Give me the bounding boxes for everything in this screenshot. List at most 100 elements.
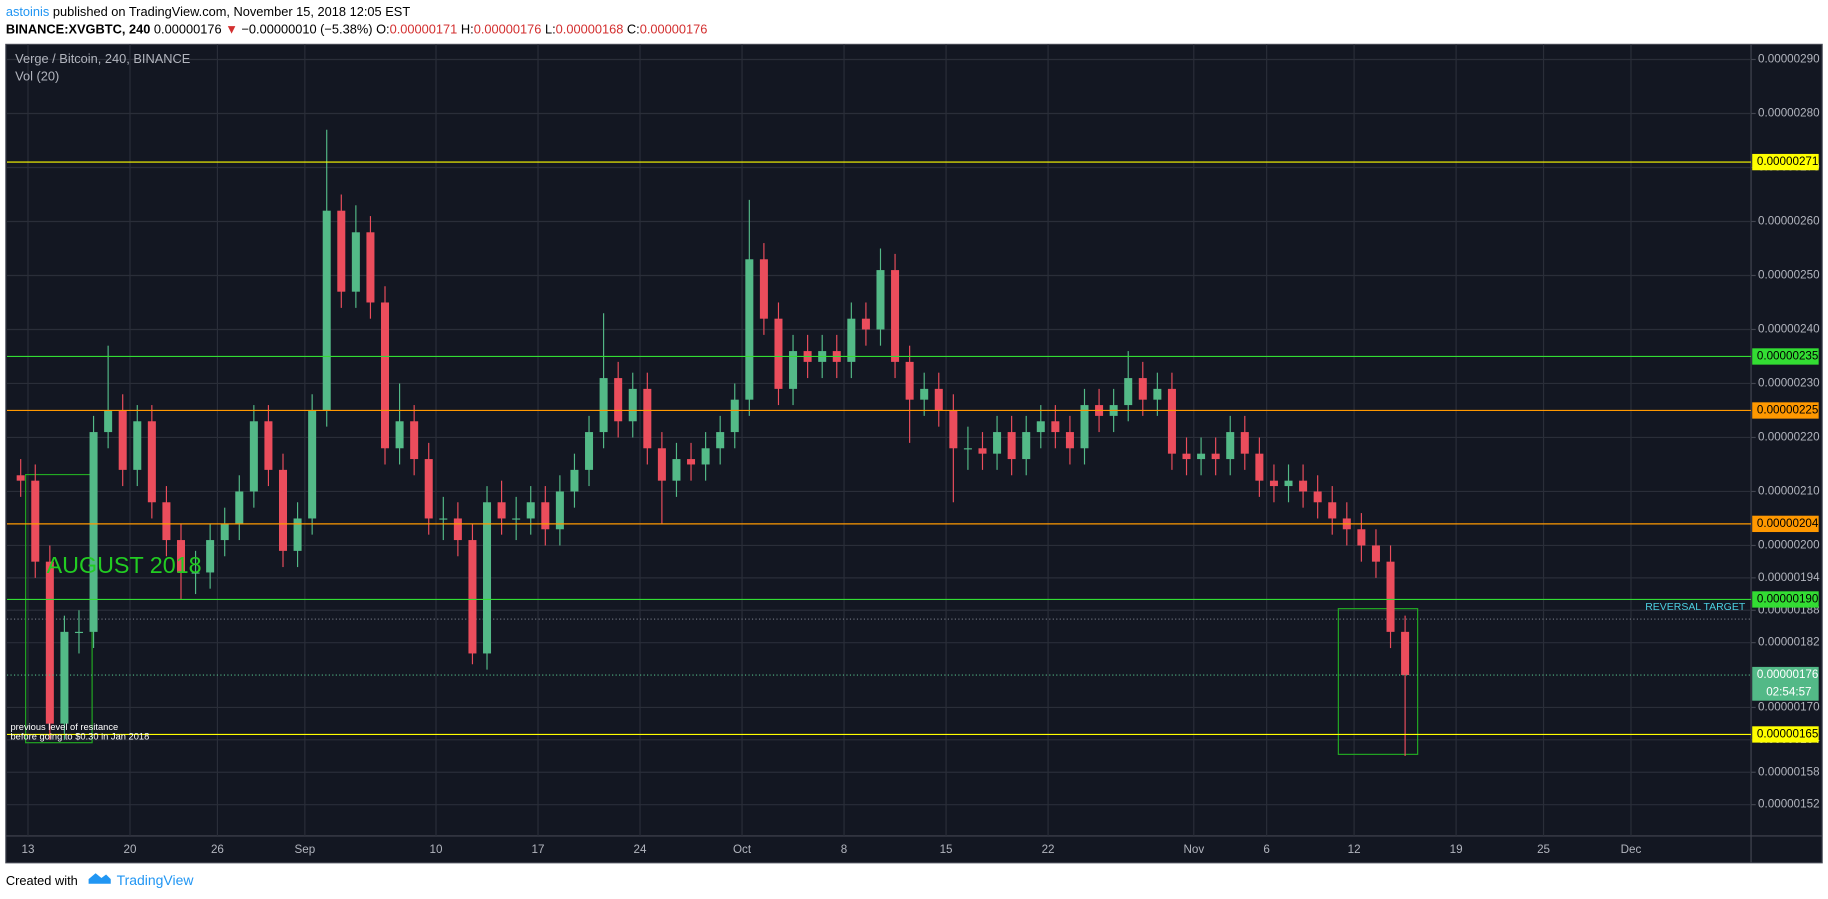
annotation: previous level of resitance	[10, 722, 118, 732]
annotation: before going to $0.30 in Jan 2018	[10, 731, 149, 741]
y-tick-label: 0.00000290	[1758, 53, 1820, 66]
candle-body	[920, 388, 929, 400]
y-tick-label: 0.00000152	[1758, 798, 1819, 811]
ohlc-key: C:	[627, 22, 640, 37]
candle-body	[905, 361, 914, 400]
current-price-bg	[1752, 666, 1819, 701]
author[interactable]: astoinis	[6, 4, 49, 19]
candle-body	[512, 518, 521, 520]
footer-created: Created with	[6, 873, 78, 888]
candle-body	[541, 502, 550, 530]
x-tick-label: 26	[211, 843, 224, 856]
candle-body	[1007, 432, 1016, 460]
arrow: ▼	[225, 22, 238, 37]
ohlc-key: H:	[461, 22, 474, 37]
candle-body	[1211, 453, 1220, 460]
candle-body	[759, 259, 768, 319]
level-label-bg	[1752, 515, 1819, 533]
candle-body	[1255, 453, 1264, 481]
candle-body	[526, 502, 535, 519]
x-tick-label: 25	[1537, 843, 1550, 856]
candle-body	[191, 572, 200, 574]
candle-body	[235, 491, 244, 524]
plot: 0.000002900.000002800.000002700.00000260…	[6, 44, 1820, 856]
candle-body	[614, 378, 623, 422]
candle-body	[293, 518, 302, 551]
ohlc-value: 0.00000176	[474, 22, 542, 37]
candle-body	[16, 475, 25, 481]
candle-body	[1269, 480, 1278, 487]
candle-body	[789, 351, 798, 389]
current-price-label: 0.00000176	[1757, 668, 1818, 681]
countdown: 02:54:57	[1766, 686, 1811, 699]
x-tick-label: Oct	[733, 843, 752, 856]
candle-body	[1284, 480, 1293, 487]
x-tick-label: 10	[430, 843, 443, 856]
x-tick-label: 24	[634, 843, 647, 856]
candle-body	[1226, 432, 1235, 460]
ohlc-value: 0.00000171	[390, 22, 458, 37]
candle-body	[249, 421, 258, 492]
candle-body	[1051, 421, 1060, 433]
candle-body	[60, 631, 69, 724]
candle-body	[1124, 378, 1133, 406]
ohlc-value: 0.00000168	[556, 22, 624, 37]
y-tick-label: 0.00000280	[1758, 107, 1820, 120]
candle-body	[220, 523, 229, 541]
candle-body	[381, 302, 390, 449]
candle-body	[133, 421, 142, 470]
candle-body	[322, 210, 331, 411]
candle-body	[176, 540, 186, 573]
y-tick-label: 0.00000220	[1758, 431, 1820, 444]
y-tick-label: 0.00000182	[1758, 636, 1819, 649]
y-tick-label: 0.00000240	[1758, 323, 1820, 336]
candle-body	[876, 270, 885, 330]
candle-body	[1022, 432, 1031, 460]
candle-body	[337, 210, 346, 292]
x-tick-label: 22	[1042, 843, 1055, 856]
candle-body	[1240, 432, 1249, 454]
candle-body	[1153, 388, 1162, 400]
quote-line: BINANCE:XVGBTC, 240 0.00000176 ▼ −0.0000…	[6, 22, 708, 37]
candle-body	[730, 399, 739, 433]
candle-body	[1036, 421, 1045, 433]
candle-body	[687, 459, 696, 465]
candle-body	[1386, 561, 1395, 632]
footer-brand[interactable]: TradingView	[117, 872, 195, 888]
candle-body	[1065, 432, 1074, 449]
candle-body	[162, 502, 171, 541]
candle-body	[31, 480, 40, 562]
candle-body	[891, 270, 900, 362]
candle-body	[1299, 480, 1308, 492]
candle-body	[351, 232, 360, 292]
published: published on TradingView.com, November 1…	[53, 4, 410, 19]
x-tick-label: 6	[1263, 843, 1269, 856]
candle-body	[934, 388, 943, 411]
candle-body	[483, 502, 492, 654]
symbol: BINANCE:XVGBTC, 240	[6, 22, 151, 37]
candle-body	[963, 448, 972, 450]
x-tick-label: 20	[124, 843, 137, 856]
candle-body	[1080, 405, 1089, 449]
level-label-bg	[1752, 402, 1819, 419]
candle-body	[395, 421, 404, 449]
y-tick-label: 0.00000260	[1758, 215, 1820, 228]
candle-body	[599, 378, 608, 433]
candle-body	[1167, 388, 1176, 454]
candle-body	[497, 502, 506, 519]
y-tick-label: 0.00000200	[1758, 539, 1820, 552]
level-label: 0.00000235	[1757, 350, 1818, 363]
candle-body	[701, 448, 710, 465]
candle-body	[657, 448, 666, 481]
candle-body	[1357, 529, 1366, 546]
level-label: 0.00000271	[1757, 155, 1818, 168]
candle-body	[1138, 378, 1147, 400]
candle-body	[410, 421, 419, 460]
candle-body	[264, 421, 273, 470]
last: 0.00000176	[154, 22, 222, 37]
x-tick-label: Dec	[1621, 843, 1642, 856]
candle-body	[993, 432, 1002, 454]
candle-body	[847, 318, 856, 362]
